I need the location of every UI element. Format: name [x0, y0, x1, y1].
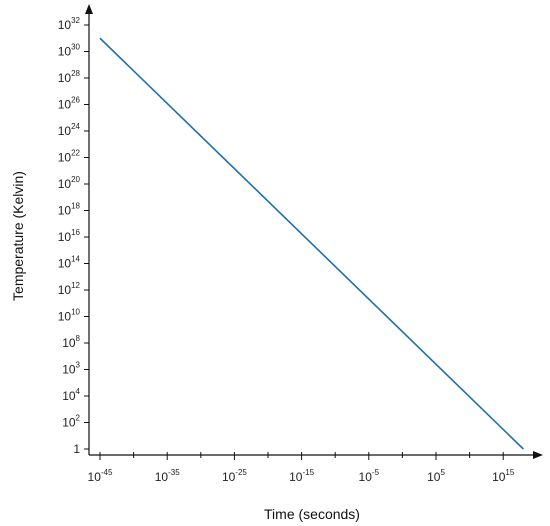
x-tick-label: 1015	[492, 468, 515, 484]
y-tick-label: 1026	[58, 96, 81, 112]
x-tick-label: 10-15	[289, 468, 314, 484]
y-tick-label: 1028	[58, 69, 81, 85]
x-tick-label: 10-25	[222, 468, 247, 484]
y-tick-label: 1016	[58, 228, 81, 244]
series-layer	[99, 37, 524, 450]
y-axis-arrow	[85, 4, 93, 14]
y-tick-label: 108	[62, 334, 80, 350]
y-tick-label: 1018	[58, 202, 81, 218]
axes	[85, 4, 543, 459]
x-tick-label: 10-35	[155, 468, 180, 484]
y-tick-label: 1012	[58, 281, 81, 297]
temperature-line	[99, 37, 524, 450]
y-tick-label: 1032	[58, 16, 81, 32]
y-tick-label: 104	[62, 387, 80, 403]
y-tick-label: 1024	[58, 122, 81, 138]
x-tick-label: 105	[427, 468, 445, 484]
y-tick-label: 1030	[58, 43, 81, 59]
x-axis-ticks: 10-45 10-35 10-25 10-15 10-5 105 1015	[88, 452, 515, 484]
x-tick-label: 10-45	[88, 468, 113, 484]
y-tick-label: 1010	[58, 308, 81, 324]
x-tick-label: 10-5	[359, 468, 380, 484]
y-axis-title: Temperature (Kelvin)	[10, 171, 26, 301]
y-tick-label: 1022	[58, 149, 81, 165]
x-axis-title: Time (seconds)	[264, 506, 360, 522]
y-tick-label: 1	[73, 442, 80, 456]
y-tick-label: 1020	[58, 175, 81, 191]
y-tick-label: 103	[62, 361, 80, 377]
y-axis-ticks: 1 102 104 103 108 1010 1012 1014 1016 1018 1020 102…	[58, 16, 89, 456]
y-tick-label: 1014	[58, 255, 81, 271]
x-axis-arrow	[533, 451, 543, 459]
y-tick-label: 102	[62, 414, 80, 430]
